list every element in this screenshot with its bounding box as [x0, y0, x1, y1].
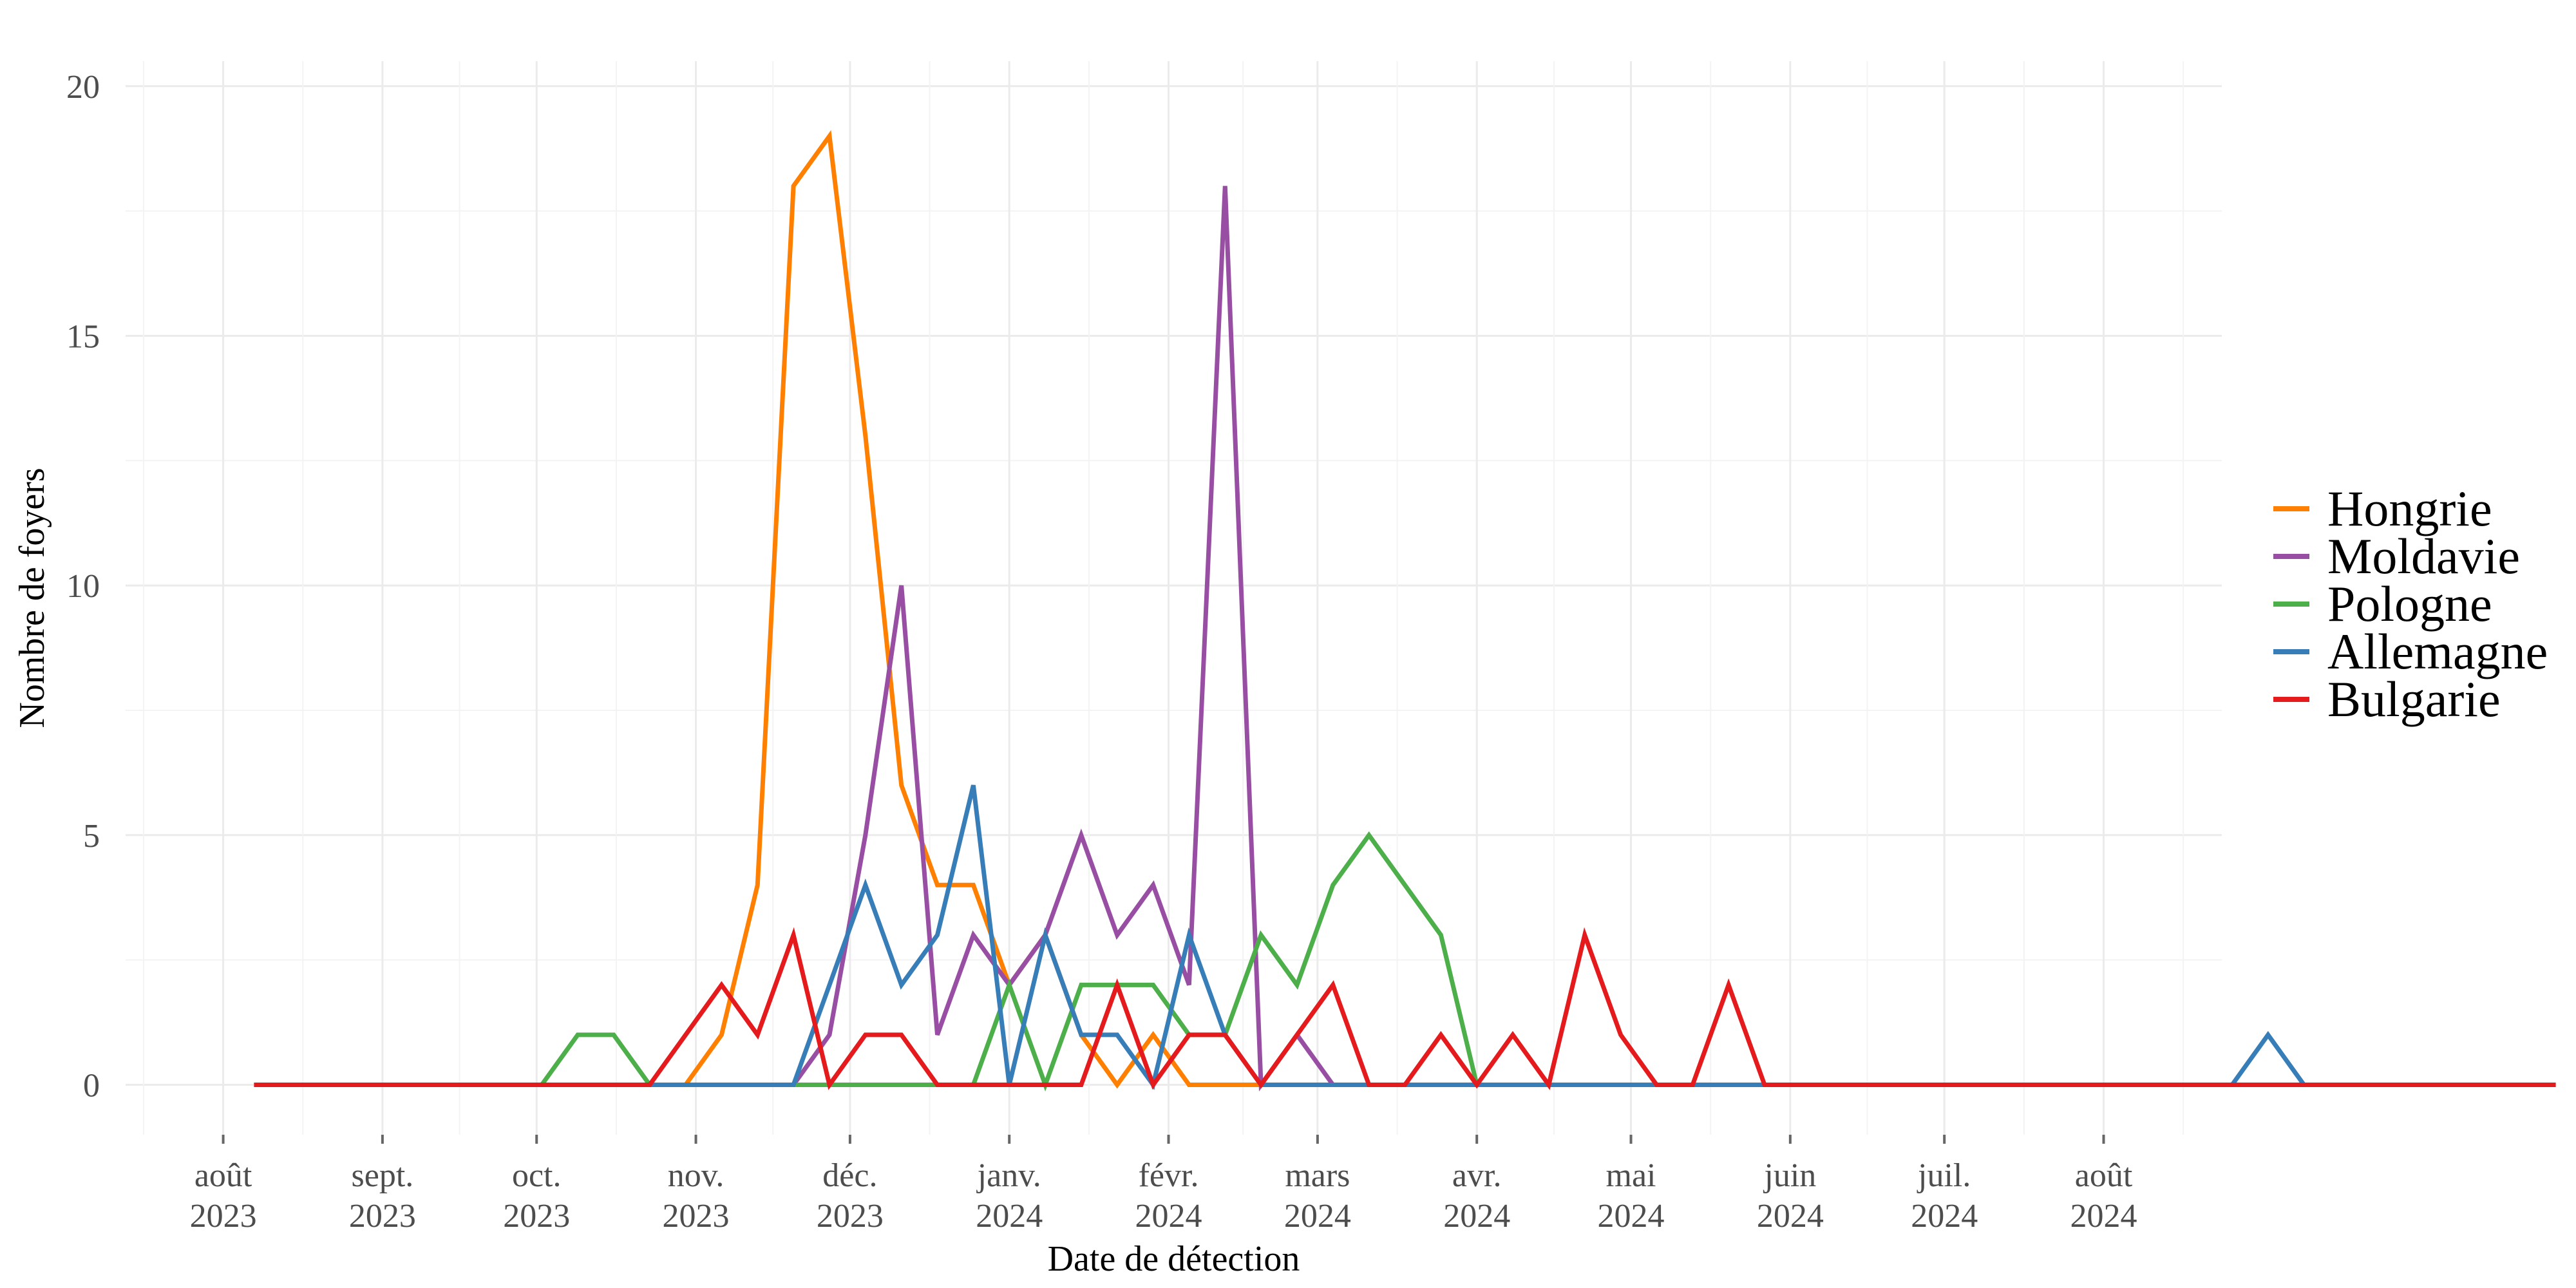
y-tick-label: 15 [66, 318, 100, 355]
y-axis-ticks: 0 5 10 15 20 [66, 69, 100, 1104]
x-tick-label-month: oct. [512, 1157, 562, 1194]
series-line-moldavie [791, 185, 1335, 1092]
x-tick-label-month: janv. [976, 1157, 1041, 1194]
legend-item-moldavie: Moldavie [2273, 528, 2520, 584]
x-tick-label-month: juin [1763, 1157, 1816, 1194]
legend-label: Pologne [2327, 576, 2492, 632]
y-tick-label: 5 [83, 818, 100, 855]
x-tick-label-year: 2024 [976, 1198, 1043, 1235]
x-tick-label-year: 2024 [1911, 1198, 1978, 1235]
x-tick-label-year: 2024 [2070, 1198, 2137, 1235]
legend-label: Hongrie [2327, 480, 2492, 536]
x-tick-label-month: août [194, 1157, 252, 1194]
grid [126, 61, 2222, 1135]
x-tick-label-month: août [2075, 1157, 2133, 1194]
legend-item-pologne: Pologne [2273, 576, 2492, 632]
x-tick-label-month: juil. [1917, 1157, 1971, 1194]
legend-item-allemagne: Allemagne [2273, 623, 2548, 679]
x-tick-label-year: 2024 [1598, 1198, 1665, 1235]
x-tick-label-year: 2023 [663, 1198, 730, 1235]
legend-item-bulgarie: Bulgarie [2273, 671, 2501, 727]
x-tick-label-month: déc. [822, 1157, 877, 1194]
x-tick-label-year: 2024 [1757, 1198, 1824, 1235]
x-axis-title: Date de détection [1048, 1239, 1300, 1279]
x-axis-ticks: août 2023 sept. 2023 oct. 2023 nov. 2023 déc. 202… [190, 1135, 2137, 1235]
legend-item-hongrie: Hongrie [2273, 480, 2492, 536]
legend-label: Allemagne [2327, 623, 2548, 679]
x-tick-label-year: 2023 [503, 1198, 570, 1235]
series-lines [254, 129, 2556, 1092]
y-tick-label: 0 [83, 1067, 100, 1104]
legend-label: Moldavie [2327, 528, 2520, 584]
x-tick-label-month: mai [1606, 1157, 1656, 1194]
x-tick-label-year: 2023 [349, 1198, 416, 1235]
y-axis-title: Nombre de foyers [12, 468, 52, 728]
series-line-allemagne [613, 784, 2484, 1090]
x-tick-label-year: 2024 [1443, 1198, 1510, 1235]
x-tick-label-month: févr. [1139, 1157, 1199, 1194]
x-tick-label-month: sept. [352, 1157, 414, 1194]
x-tick-label-year: 2024 [1284, 1198, 1351, 1235]
series-line-hongrie [683, 129, 1262, 1089]
y-tick-label: 20 [66, 69, 100, 106]
x-tick-label-month: avr. [1452, 1157, 1502, 1194]
x-tick-label-year: 2024 [1135, 1198, 1202, 1235]
x-tick-label-year: 2023 [190, 1198, 257, 1235]
y-tick-label: 10 [66, 568, 100, 605]
x-tick-label-year: 2023 [817, 1198, 884, 1235]
x-tick-label-month: nov. [668, 1157, 724, 1194]
legend-label: Bulgarie [2327, 671, 2501, 727]
series-line-bulgarie [254, 927, 2556, 1090]
x-tick-label-month: mars [1285, 1157, 1350, 1194]
